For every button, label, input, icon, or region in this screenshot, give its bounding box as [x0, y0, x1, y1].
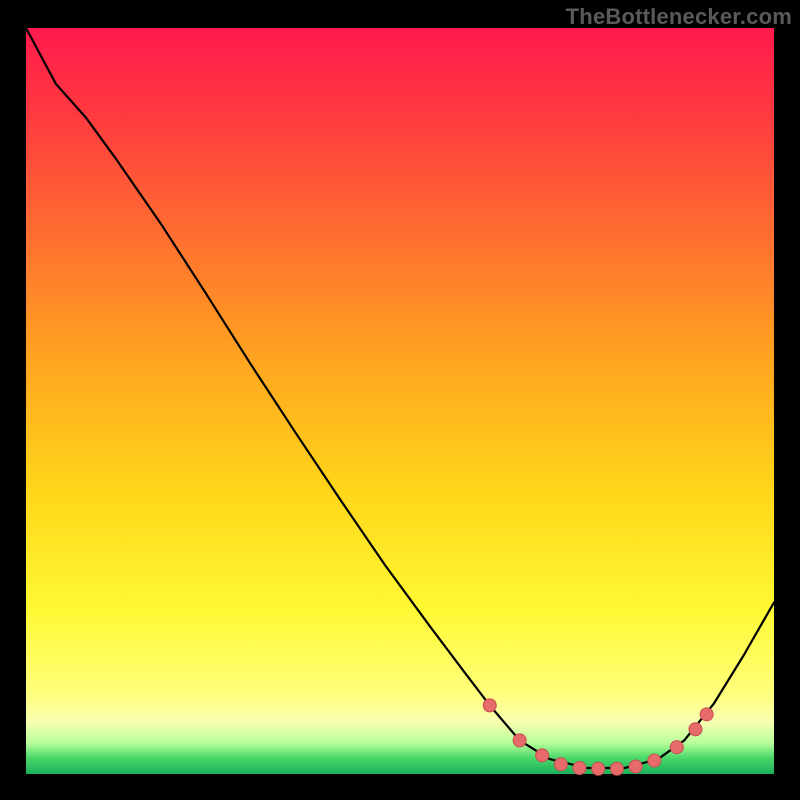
data-marker — [554, 758, 567, 771]
chart-svg — [0, 0, 800, 800]
data-marker — [536, 749, 549, 762]
data-marker — [573, 762, 586, 775]
data-marker — [629, 760, 642, 773]
data-marker — [483, 699, 496, 712]
gradient-background — [26, 28, 774, 774]
data-marker — [700, 708, 713, 721]
data-marker — [648, 754, 661, 767]
data-marker — [670, 741, 683, 754]
chart-container: TheBottlenecker.com — [0, 0, 800, 800]
data-marker — [513, 734, 526, 747]
data-marker — [592, 762, 605, 775]
data-marker — [689, 723, 702, 736]
data-marker — [610, 762, 623, 775]
